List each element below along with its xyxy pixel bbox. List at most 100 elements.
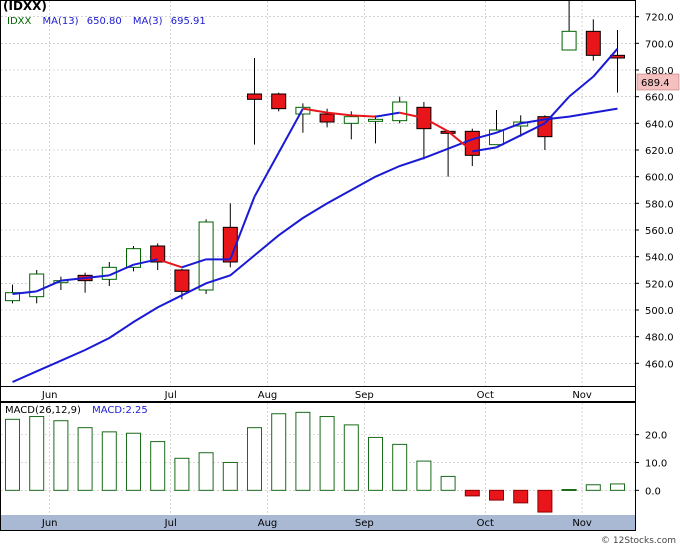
macd-bar [271, 413, 287, 491]
macd-bar [416, 460, 432, 491]
month-label: Nov [572, 390, 592, 401]
macd-bar [537, 489, 553, 513]
month-label: Jun [41, 390, 58, 401]
ma3-segment [399, 111, 425, 119]
price-tick-label: 540.0 [645, 253, 674, 264]
svg-text:IDXX MA(13) 650.80: IDXX MA(13) 650.80 MA(3) 695.91 [7, 16, 206, 27]
ma3-segment [375, 111, 400, 118]
macd-bar [126, 432, 141, 491]
candle-body [29, 273, 45, 298]
ma3-segment [351, 114, 376, 118]
price-tick-label: 460.0 [645, 359, 674, 370]
price-tick-label: 680.0 [645, 66, 674, 77]
footer-credit: © 12Stocks.com [601, 536, 676, 546]
candle-body [585, 30, 601, 56]
legend-ma13-value: 650.80 [87, 16, 122, 27]
candle-body [5, 292, 20, 302]
macd-tick-label: 10.0 [645, 458, 667, 469]
ma3-segment [253, 152, 280, 198]
macd-tick-label: 0.0 [645, 486, 661, 497]
ma3-segment [447, 130, 473, 153]
candle-body [150, 245, 166, 263]
macd-bar [489, 489, 504, 501]
macd-bar [513, 489, 529, 504]
macd-bar [101, 431, 117, 491]
ma3-segment [36, 279, 62, 293]
candle-body [464, 130, 480, 156]
month-label: Sep [355, 390, 374, 401]
candle-body [271, 93, 287, 110]
candle-body [368, 118, 383, 122]
candle-body [561, 30, 577, 51]
ma3-segment [544, 95, 570, 125]
month-label: Jun [41, 518, 58, 529]
ma3-segment [133, 258, 158, 266]
ma3-segment [108, 263, 134, 277]
macd-bar [343, 424, 359, 491]
month-label: Oct [477, 518, 494, 529]
macd-bar [5, 418, 20, 491]
price-tick-label: 720.0 [645, 13, 674, 24]
month-label: Jul [164, 390, 177, 401]
chart-title: (IDXX) [3, 0, 47, 13]
legend-ma3-value: 695.91 [171, 16, 206, 27]
ma3-segment [12, 290, 37, 295]
ma3-segment [592, 48, 619, 78]
candle-body [126, 248, 141, 268]
price-tick-label: 640.0 [645, 119, 674, 130]
macd-bar [77, 427, 93, 491]
macd-bar [464, 489, 480, 497]
month-label: Aug [258, 390, 278, 401]
macd-bar [368, 436, 383, 491]
price-tick-label: 600.0 [645, 173, 674, 184]
ma3-segment [60, 277, 86, 282]
macd-bar [319, 416, 335, 491]
macd-bar [585, 484, 601, 491]
ma3-segment [157, 258, 183, 269]
ma3-segment [277, 108, 304, 154]
macd-bar [610, 483, 625, 491]
legend-symbol: IDXX [7, 16, 32, 27]
price-tick-label: 700.0 [645, 39, 674, 50]
candle-body [174, 269, 190, 292]
price-panel-frame [0, 0, 636, 402]
macd-bar [174, 457, 190, 491]
ma3-segment [302, 107, 328, 114]
ma3-segment [229, 196, 256, 260]
ma3-segment [181, 258, 207, 269]
macd-date-band [1, 515, 635, 530]
price-tick-label: 480.0 [645, 333, 674, 344]
candle-body [222, 226, 238, 263]
candle-body [343, 116, 359, 124]
macd-legend-label: MACD(26,12,9) [5, 405, 81, 416]
macd-bar [392, 443, 408, 491]
candle-body [392, 101, 408, 122]
candle-body [319, 113, 335, 123]
last-price-label: 689.4 [641, 78, 670, 89]
macd-bar [247, 427, 262, 491]
macd-bar [440, 475, 456, 491]
macd-legend-value: MACD:2.25 [92, 405, 148, 416]
ma3-segment [496, 134, 522, 149]
ma13-line [12, 107, 618, 383]
price-tick-label: 560.0 [645, 226, 674, 237]
macd-bar [53, 420, 69, 491]
price-tick-label: 620.0 [645, 146, 674, 157]
macd-tick-label: 20.0 [645, 431, 667, 442]
month-label: Nov [572, 518, 592, 529]
candle-body [198, 221, 214, 291]
macd-bar [295, 411, 311, 491]
macd-bar [222, 461, 238, 491]
ma3-segment [472, 146, 497, 153]
month-label: Sep [355, 518, 374, 529]
price-tick-label: 520.0 [645, 279, 674, 290]
month-label: Aug [258, 518, 278, 529]
price-tick-label: 660.0 [645, 93, 674, 104]
macd-bar [29, 416, 45, 491]
month-label: Jul [164, 518, 177, 529]
price-tick-label: 580.0 [645, 199, 674, 210]
macd-bar [150, 441, 166, 491]
ma3-segment [326, 111, 352, 117]
legend-ma13-label: MA(13) [43, 16, 79, 27]
month-label: Oct [477, 390, 494, 401]
